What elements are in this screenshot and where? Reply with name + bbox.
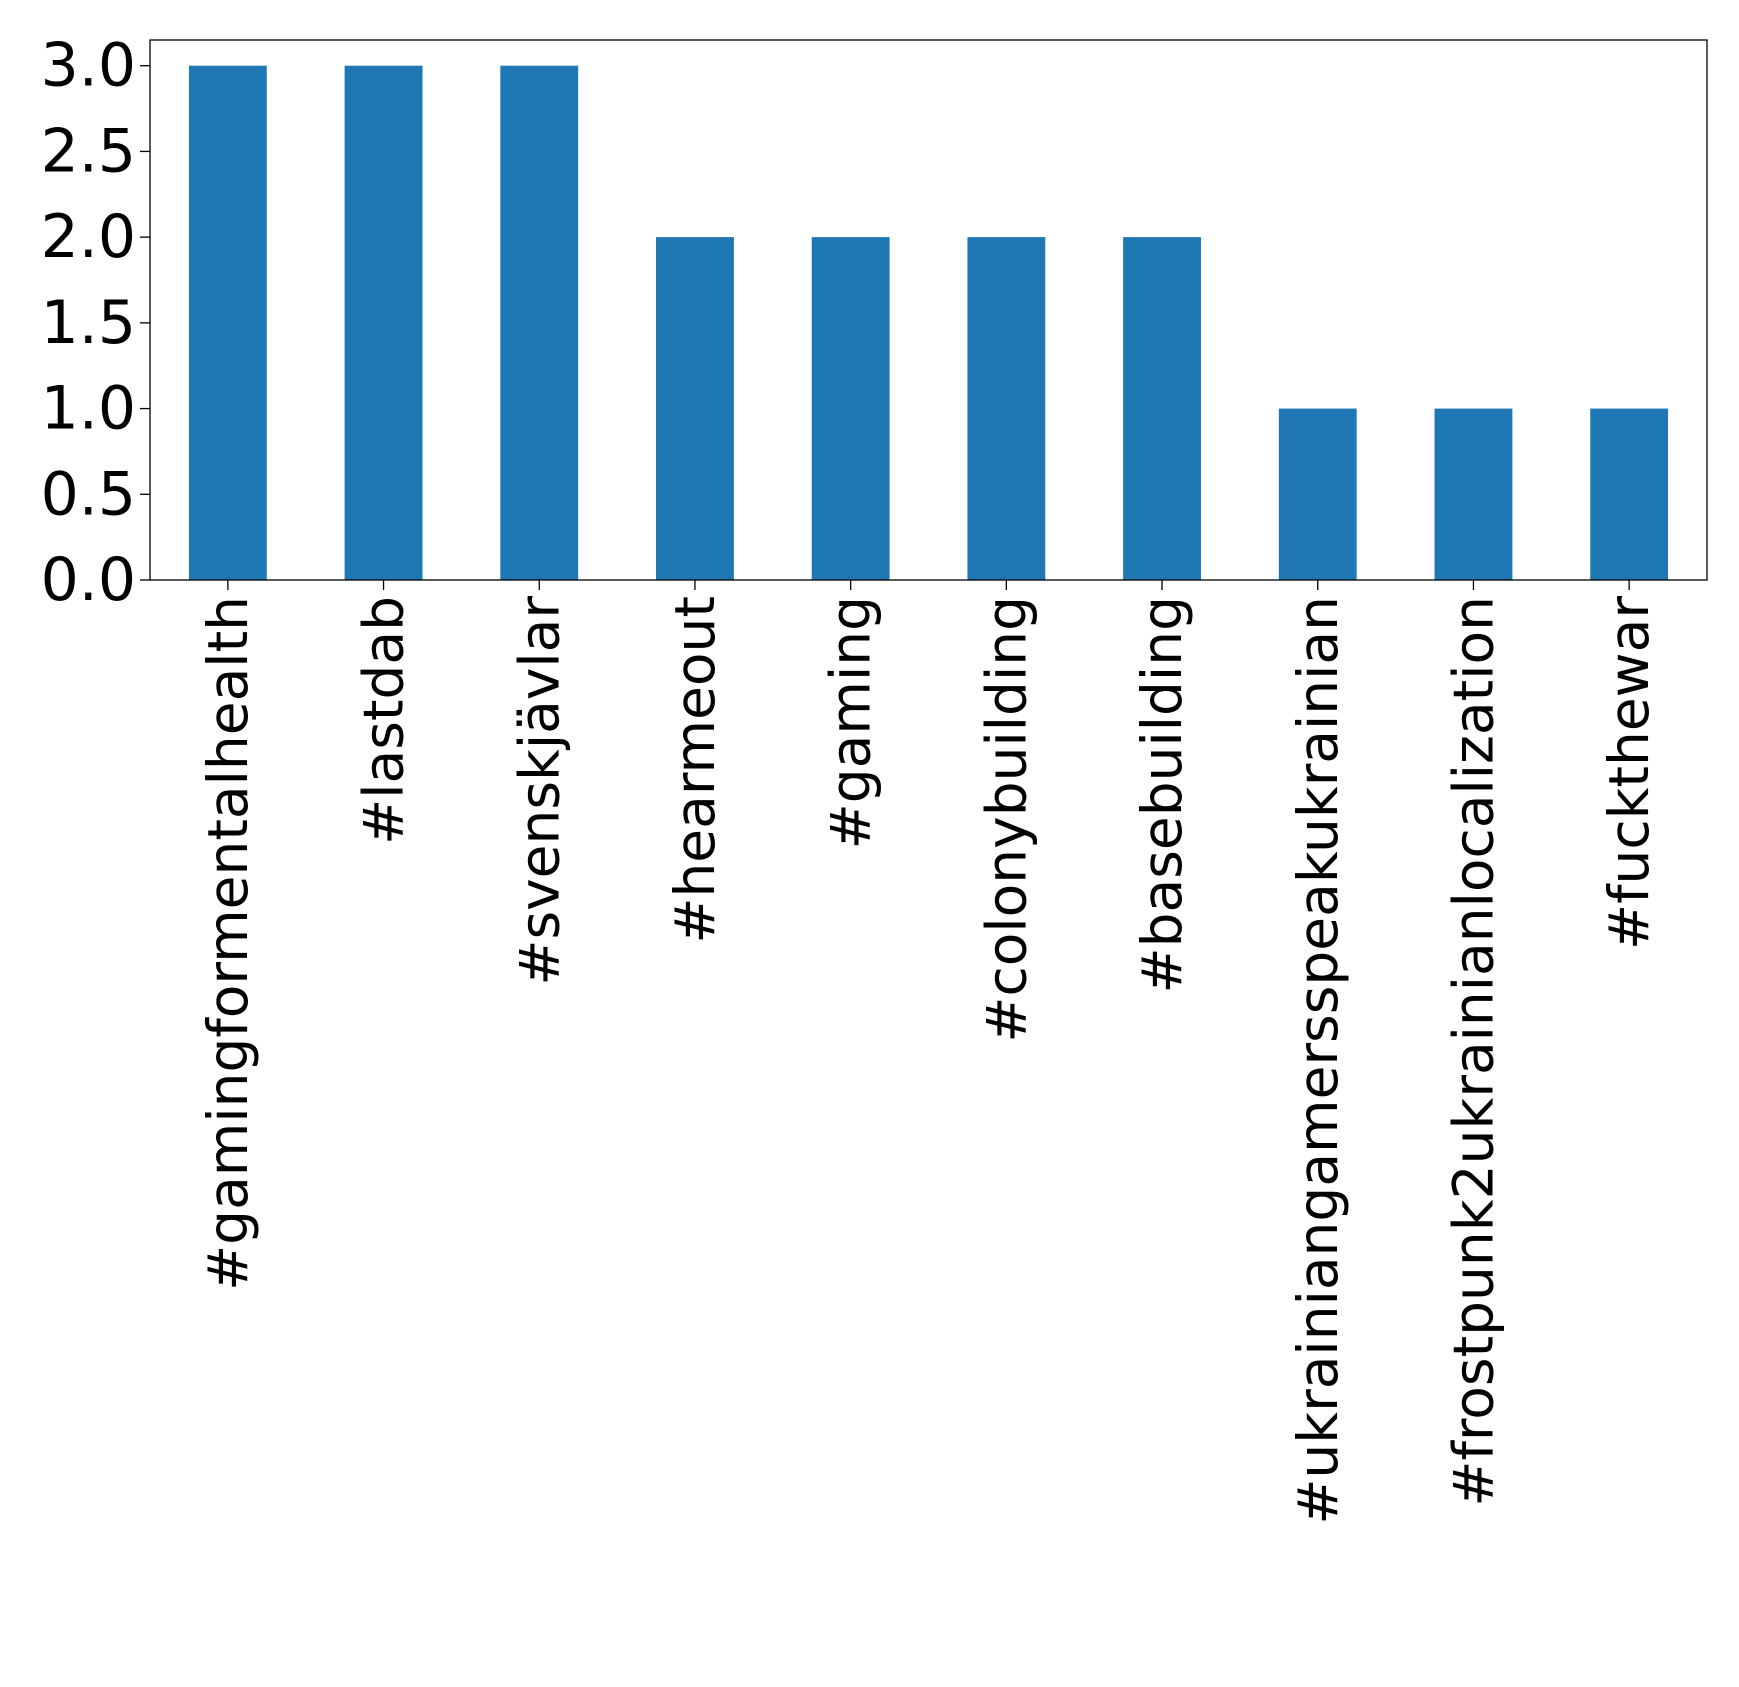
bar-5 <box>967 237 1046 580</box>
x-tick-label-6: #basebuilding <box>1130 596 1194 994</box>
bar-1 <box>344 65 423 580</box>
x-tick-label-7: #ukrainiangamersspeakukrainian <box>1286 596 1350 1525</box>
bar-7 <box>1278 408 1357 580</box>
bars-layer <box>188 65 1669 580</box>
x-tick-label-8: #frostpunk2ukrainianlocalization <box>1441 596 1505 1507</box>
y-tick-label-3: 1.5 <box>41 288 136 358</box>
bar-0 <box>188 65 267 580</box>
x-tick-label-4: #gaming <box>819 596 883 849</box>
x-axis: #gamingformentalhealth #lastdab #svenskjäv… <box>196 580 1661 1525</box>
y-axis: 0.0 0.5 1.0 1.5 2.0 2.5 3.0 <box>41 31 150 615</box>
y-tick-label-1: 0.5 <box>41 459 136 529</box>
x-tick-label-2: #svenskjävlar <box>507 596 571 986</box>
x-tick-label-5: #colonybuilding <box>974 596 1038 1043</box>
y-tick-label-2: 1.0 <box>41 374 136 444</box>
y-tick-label-6: 3.0 <box>41 31 136 101</box>
bar-2 <box>500 65 579 580</box>
bar-9 <box>1590 408 1669 580</box>
y-tick-label-4: 2.0 <box>41 202 136 272</box>
y-tick-label-0: 0.0 <box>41 545 136 615</box>
bar-3 <box>656 237 734 580</box>
x-tick-label-3: #hearmeout <box>663 596 727 944</box>
x-tick-label-1: #lastdab <box>352 596 416 845</box>
bar-6 <box>1123 237 1201 580</box>
plot-frame <box>149 39 1708 581</box>
bar-8 <box>1434 408 1513 580</box>
bar-4 <box>811 237 890 580</box>
x-tick-label-0: #gamingformentalhealth <box>196 596 260 1291</box>
y-tick-label-5: 2.5 <box>41 116 136 186</box>
x-tick-label-9: #fuckthewar <box>1597 596 1661 950</box>
